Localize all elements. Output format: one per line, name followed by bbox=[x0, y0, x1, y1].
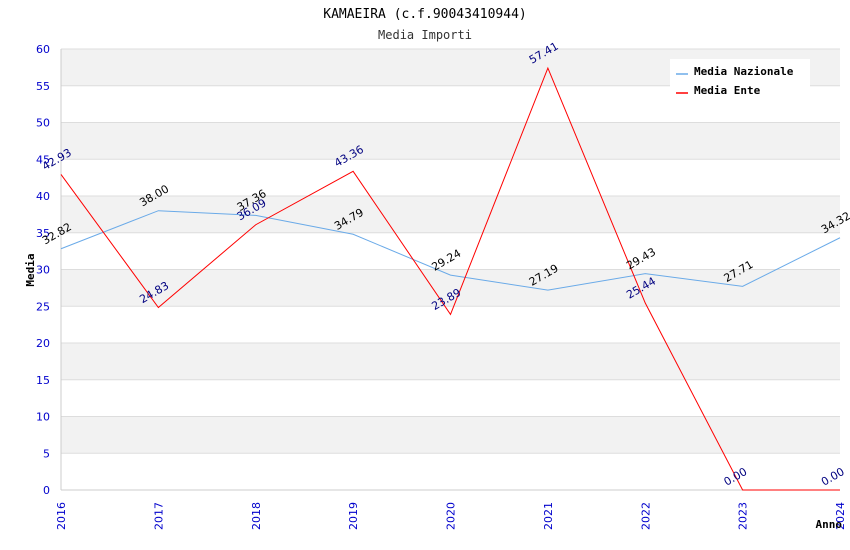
grid-band bbox=[61, 122, 840, 160]
x-tick-label: 2024 bbox=[834, 502, 847, 530]
x-tick-label: 2022 bbox=[639, 502, 652, 530]
chart-title: KAMAEIRA (c.f.90043410944) bbox=[323, 7, 527, 22]
y-tick-label: 50 bbox=[36, 117, 50, 130]
x-tick-label: 2021 bbox=[542, 502, 555, 530]
legend-box bbox=[670, 59, 810, 103]
chart-subtitle: Media Importi bbox=[378, 28, 472, 42]
data-label: 32.82 bbox=[40, 220, 74, 247]
axes bbox=[60, 49, 840, 491]
grid-band bbox=[61, 269, 840, 307]
y-tick-label: 25 bbox=[36, 300, 50, 313]
x-tick-label: 2016 bbox=[55, 502, 68, 530]
legend: Media Nazionale Media Ente bbox=[670, 59, 810, 103]
legend-label: Media Nazionale bbox=[694, 65, 794, 78]
y-tick-label: 55 bbox=[36, 80, 50, 93]
data-label: 42.93 bbox=[40, 146, 74, 173]
y-tick-labels: 0 5 10 15 20 25 30 35 40 45 50 55 60 bbox=[36, 43, 50, 497]
data-label: 29.43 bbox=[624, 245, 658, 272]
y-tick-label: 5 bbox=[43, 447, 50, 460]
y-tick-label: 40 bbox=[36, 190, 50, 203]
data-label: 0.00 bbox=[722, 465, 750, 489]
y-tick-label: 15 bbox=[36, 374, 50, 387]
series-line bbox=[60, 66, 840, 491]
x-tick-labels: 2016 2017 2018 2019 2020 2021 2022 2023 2024 bbox=[55, 502, 847, 530]
series-line bbox=[60, 210, 841, 291]
x-tick-label: 2018 bbox=[250, 502, 263, 530]
grid-band bbox=[61, 196, 840, 233]
y-tick-label: 20 bbox=[36, 337, 50, 350]
grid-band bbox=[61, 416, 840, 454]
data-label: 0.00 bbox=[819, 465, 847, 489]
y-axis-label: Media bbox=[24, 253, 37, 286]
series-lines bbox=[60, 66, 841, 491]
y-tick-label: 35 bbox=[36, 227, 50, 240]
x-tick-label: 2020 bbox=[445, 502, 458, 530]
x-tick-label: 2017 bbox=[152, 502, 165, 530]
x-axis-label: Anno bbox=[816, 518, 843, 531]
y-tick-label: 0 bbox=[43, 484, 50, 497]
legend-label: Media Ente bbox=[694, 84, 761, 97]
x-tick-label: 2019 bbox=[347, 502, 360, 530]
y-tick-label: 60 bbox=[36, 43, 50, 56]
grid-band bbox=[61, 343, 840, 380]
y-tick-label: 45 bbox=[36, 153, 50, 166]
y-tick-label: 30 bbox=[36, 264, 50, 277]
y-tick-label: 10 bbox=[36, 411, 50, 424]
x-tick-label: 2023 bbox=[737, 502, 750, 530]
